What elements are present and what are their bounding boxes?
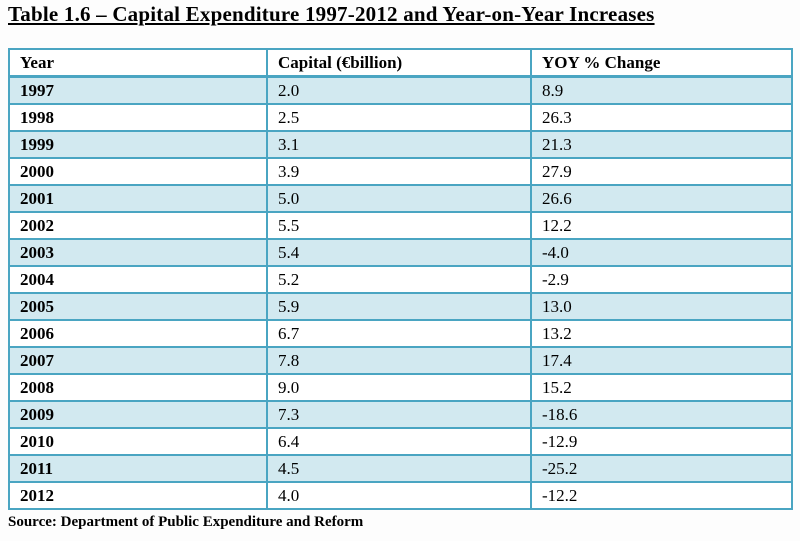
- year-cell: 2005: [8, 292, 268, 321]
- yoy-cell: -12.2: [530, 481, 793, 510]
- capital-cell: 2.5: [266, 103, 532, 132]
- capital-cell: 7.8: [266, 346, 532, 375]
- year-cell: 2002: [8, 211, 268, 240]
- yoy-cell: 21.3: [530, 130, 793, 159]
- year-cell: 2011: [8, 454, 268, 483]
- yoy-cell: -4.0: [530, 238, 793, 267]
- year-cell: 2001: [8, 184, 268, 213]
- yoy-cell: -12.9: [530, 427, 793, 456]
- capital-cell: 4.5: [266, 454, 532, 483]
- table-row: 2008 9.0 15.2: [8, 373, 793, 402]
- table-row: 2011 4.5 -25.2: [8, 454, 793, 483]
- table-row: 1997 2.0 8.9: [8, 75, 793, 105]
- capital-cell: 7.3: [266, 400, 532, 429]
- table-row: 2009 7.3 -18.6: [8, 400, 793, 429]
- yoy-cell: 17.4: [530, 346, 793, 375]
- column-header-yoy-change: YOY % Change: [530, 48, 793, 78]
- yoy-cell: 13.0: [530, 292, 793, 321]
- year-cell: 1997: [8, 75, 268, 105]
- table-body: 1997 2.0 8.9 1998 2.5 26.3 1999 3.1 21.3 2000 3.9 2…: [8, 75, 793, 510]
- year-cell: 2000: [8, 157, 268, 186]
- year-cell: 2009: [8, 400, 268, 429]
- capital-cell: 4.0: [266, 481, 532, 510]
- table-row: 2007 7.8 17.4: [8, 346, 793, 375]
- yoy-cell: -2.9: [530, 265, 793, 294]
- capital-cell: 3.1: [266, 130, 532, 159]
- capital-cell: 2.0: [266, 75, 532, 105]
- column-header-capital: Capital (€billion): [266, 48, 532, 78]
- capital-cell: 9.0: [266, 373, 532, 402]
- year-cell: 2004: [8, 265, 268, 294]
- year-cell: 2006: [8, 319, 268, 348]
- table-row: 2001 5.0 26.6: [8, 184, 793, 213]
- yoy-cell: 26.3: [530, 103, 793, 132]
- capital-cell: 6.7: [266, 319, 532, 348]
- table-row: 2010 6.4 -12.9: [8, 427, 793, 456]
- table-row: 2002 5.5 12.2: [8, 211, 793, 240]
- capital-cell: 5.5: [266, 211, 532, 240]
- yoy-cell: -25.2: [530, 454, 793, 483]
- table-row: 2000 3.9 27.9: [8, 157, 793, 186]
- year-cell: 2003: [8, 238, 268, 267]
- table-row: 2003 5.4 -4.0: [8, 238, 793, 267]
- yoy-cell: 15.2: [530, 373, 793, 402]
- yoy-cell: 26.6: [530, 184, 793, 213]
- yoy-cell: 27.9: [530, 157, 793, 186]
- yoy-cell: 8.9: [530, 75, 793, 105]
- table-row: 1998 2.5 26.3: [8, 103, 793, 132]
- table-row: 2012 4.0 -12.2: [8, 481, 793, 510]
- table-header: Year Capital (€billion) YOY % Change: [8, 48, 793, 78]
- year-cell: 1998: [8, 103, 268, 132]
- year-cell: 2008: [8, 373, 268, 402]
- yoy-cell: 12.2: [530, 211, 793, 240]
- column-header-year: Year: [8, 48, 268, 78]
- year-cell: 1999: [8, 130, 268, 159]
- year-cell: 2012: [8, 481, 268, 510]
- year-cell: 2010: [8, 427, 268, 456]
- capital-cell: 5.4: [266, 238, 532, 267]
- capital-cell: 5.2: [266, 265, 532, 294]
- yoy-cell: 13.2: [530, 319, 793, 348]
- capital-cell: 5.0: [266, 184, 532, 213]
- capital-cell: 5.9: [266, 292, 532, 321]
- capital-cell: 3.9: [266, 157, 532, 186]
- table-title: Table 1.6 – Capital Expenditure 1997-201…: [8, 2, 655, 26]
- capital-expenditure-table: Year Capital (€billion) YOY % Change 199…: [8, 48, 793, 510]
- table-row: 2006 6.7 13.2: [8, 319, 793, 348]
- header-row: Year Capital (€billion) YOY % Change: [8, 48, 793, 78]
- year-cell: 2007: [8, 346, 268, 375]
- capital-cell: 6.4: [266, 427, 532, 456]
- yoy-cell: -18.6: [530, 400, 793, 429]
- source-note: Source: Department of Public Expenditure…: [8, 514, 364, 530]
- table-row: 2005 5.9 13.0: [8, 292, 793, 321]
- table-row: 2004 5.2 -2.9: [8, 265, 793, 294]
- table-row: 1999 3.1 21.3: [8, 130, 793, 159]
